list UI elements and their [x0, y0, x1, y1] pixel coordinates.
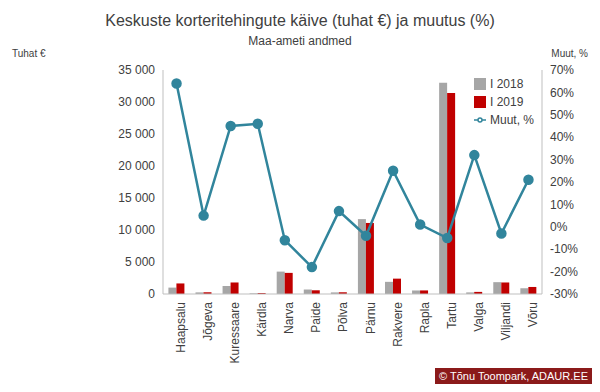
html-text:Keskuste korteritehingute käiv: Keskuste korteritehingute käive (tuhat €… — [105, 12, 495, 29]
html-text:Maa-ameti andmed: Maa-ameti andmed — [248, 34, 352, 48]
svg-text:60%: 60% — [550, 86, 574, 100]
svg-text:Põlva: Põlva — [336, 302, 350, 332]
svg-text:Kärdla: Kärdla — [255, 302, 269, 337]
svg-text:15 000: 15 000 — [118, 191, 155, 205]
svg-text:Kuressaare: Kuressaare — [228, 302, 242, 364]
svg-text:70%: 70% — [550, 63, 574, 77]
svg-text:0%: 0% — [550, 220, 568, 234]
svg-text:30 000: 30 000 — [118, 95, 155, 109]
svg-text:20 000: 20 000 — [118, 159, 155, 173]
svg-text:Jõgeva: Jõgeva — [201, 302, 215, 341]
svg-text:-20%: -20% — [550, 265, 578, 279]
html-text:I 2019: I 2019 — [490, 95, 524, 109]
svg-text:10%: 10% — [550, 198, 574, 212]
html-text:© Tõnu Toompark, ADAUR.EE: © Tõnu Toompark, ADAUR.EE — [439, 370, 588, 382]
svg-text:Valga: Valga — [472, 302, 486, 332]
svg-text:Rakvere: Rakvere — [391, 302, 405, 347]
svg-text:20%: 20% — [550, 175, 574, 189]
svg-text:Haapsalu: Haapsalu — [174, 302, 188, 353]
svg-text:25 000: 25 000 — [118, 127, 155, 141]
svg-text:40%: 40% — [550, 130, 574, 144]
svg-text:50%: 50% — [550, 108, 574, 122]
html-text:I 2018: I 2018 — [490, 77, 524, 91]
svg-text:5 000: 5 000 — [125, 255, 155, 269]
svg-text:-10%: -10% — [550, 242, 578, 256]
svg-text:35 000: 35 000 — [118, 63, 155, 77]
svg-text:30%: 30% — [550, 153, 574, 167]
svg-text:Pärnu: Pärnu — [364, 302, 378, 334]
svg-text:Rapla: Rapla — [418, 302, 432, 334]
svg-text:-30%: -30% — [550, 287, 578, 301]
svg-text:Võru: Võru — [526, 302, 540, 327]
html-text:Tuhat €: Tuhat € — [12, 48, 46, 59]
html-text:Muut, %: Muut, % — [490, 113, 534, 127]
svg-text:Narva: Narva — [282, 302, 296, 334]
svg-text:Paide: Paide — [309, 302, 323, 333]
svg-text:0: 0 — [148, 287, 155, 301]
html-text:Muut, %: Muut, % — [551, 48, 588, 59]
svg-text:Viljandi: Viljandi — [499, 302, 513, 340]
svg-text:Tartu: Tartu — [445, 302, 459, 329]
svg-text:10 000: 10 000 — [118, 223, 155, 237]
